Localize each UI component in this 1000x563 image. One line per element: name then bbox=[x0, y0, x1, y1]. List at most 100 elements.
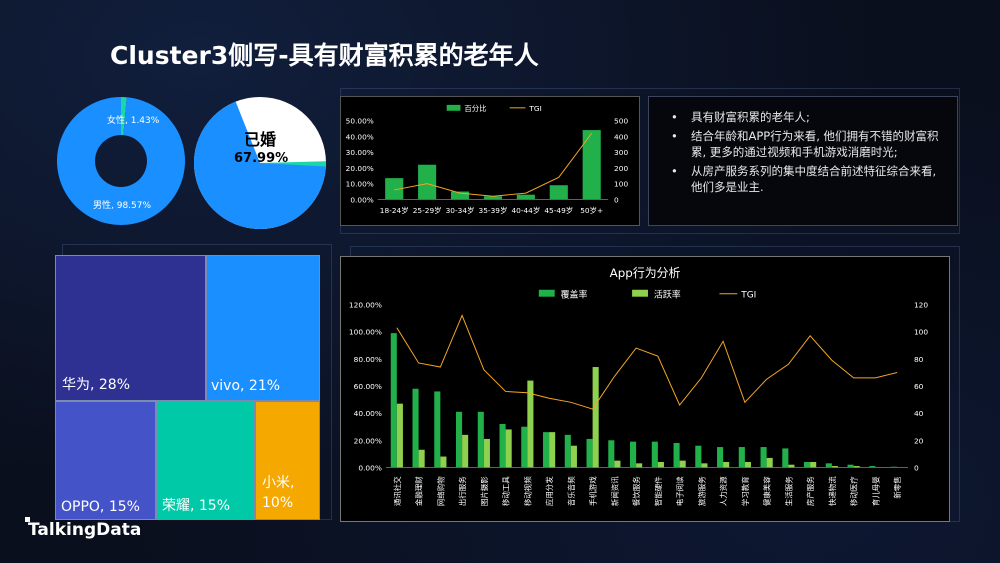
x-tick-label: 通讯社交 bbox=[392, 476, 402, 506]
x-tick-label: 45-49岁 bbox=[544, 206, 573, 215]
x-tick-label: 出行服务 bbox=[457, 476, 467, 506]
bar bbox=[657, 461, 664, 468]
treemap-cell-vivo: vivo, 21% bbox=[206, 255, 320, 401]
x-tick-label: 房产服务 bbox=[805, 476, 815, 506]
bar bbox=[477, 411, 484, 468]
x-tick-label: 手机游戏 bbox=[588, 476, 598, 506]
y-tick-label-left: 20.00% bbox=[354, 436, 382, 445]
x-tick-label: 电子阅读 bbox=[675, 476, 685, 506]
bullet-item: 从房产服务系列的集中度结合前述特征综合来看, 他们多是业主. bbox=[669, 163, 945, 195]
y-tick-label-right: 500 bbox=[614, 117, 628, 126]
x-tick-label: 人力资源 bbox=[718, 476, 728, 506]
x-tick-label: 快递物流 bbox=[827, 476, 837, 506]
y-tick-label-right: 20 bbox=[914, 436, 924, 445]
bar bbox=[723, 461, 730, 468]
bar bbox=[440, 456, 447, 468]
legend-swatch bbox=[446, 104, 461, 111]
y-tick-label-right: 100 bbox=[914, 328, 928, 337]
donut-slice bbox=[121, 97, 127, 136]
legend-swatch bbox=[632, 289, 648, 297]
donut-slice bbox=[57, 97, 185, 225]
x-tick-label: 金融理财 bbox=[414, 476, 424, 506]
bar bbox=[527, 380, 534, 468]
bar bbox=[570, 445, 577, 468]
bullet-item: 结合年龄和APP行为来看, 他们拥有不错的财富积累, 更多的通过视频和手机游戏消… bbox=[669, 128, 945, 160]
x-tick-label: 学习教育 bbox=[740, 476, 750, 506]
bar bbox=[549, 432, 556, 468]
bar bbox=[679, 460, 686, 468]
bar bbox=[614, 460, 621, 468]
bar bbox=[450, 191, 470, 200]
bar bbox=[782, 448, 789, 468]
bar bbox=[549, 185, 568, 200]
y-tick-label-right: 400 bbox=[614, 132, 628, 141]
y-tick-label-right: 100 bbox=[614, 180, 628, 189]
legend-label: 百分比 bbox=[464, 104, 486, 113]
bar bbox=[483, 196, 503, 200]
bar bbox=[608, 440, 615, 468]
y-tick-label-right: 80 bbox=[914, 355, 924, 364]
bar bbox=[582, 130, 601, 200]
tgi-line bbox=[394, 132, 593, 197]
bar bbox=[788, 464, 795, 468]
x-tick-label: 移动视频 bbox=[522, 476, 532, 506]
y-tick-label-left: 120.00% bbox=[349, 301, 382, 310]
summary-bullets: 具有财富积累的老年人; 结合年龄和APP行为来看, 他们拥有不错的财富积累, 更… bbox=[648, 96, 958, 226]
brand-treemap: 华为, 28% vivo, 21% OPPO, 15% 荣耀, 15% 小米, … bbox=[55, 255, 320, 520]
y-tick-label-left: 0.00% bbox=[358, 463, 382, 472]
y-tick-label-left: 40.00% bbox=[346, 132, 374, 141]
y-tick-label-right: 300 bbox=[614, 148, 628, 157]
y-tick-label-left: 50.00% bbox=[346, 117, 374, 126]
bar bbox=[695, 445, 702, 468]
age-bar-chart: 0.00% 0 10.00% 100 20.00% 200 30.00% 300 40.00% 4… bbox=[340, 96, 640, 226]
bar bbox=[891, 466, 898, 468]
bar bbox=[810, 461, 817, 468]
bar bbox=[701, 463, 708, 468]
bar bbox=[847, 464, 854, 468]
y-tick-label-right: 40 bbox=[914, 409, 924, 418]
legend-swatch bbox=[538, 289, 555, 297]
x-tick-label: 40-44岁 bbox=[511, 206, 540, 215]
bar bbox=[630, 441, 637, 468]
treemap-cell-huawei: 华为, 28% bbox=[55, 255, 206, 401]
bar bbox=[853, 466, 860, 468]
y-tick-label-left: 100.00% bbox=[349, 328, 382, 337]
x-tick-label: 移动工具 bbox=[501, 476, 511, 506]
bar bbox=[385, 178, 404, 200]
y-tick-label-left: 60.00% bbox=[354, 382, 382, 391]
x-tick-label: 图片摄影 bbox=[479, 476, 489, 506]
x-tick-label: 育儿母婴 bbox=[870, 476, 880, 506]
treemap-label: 荣耀, 15% bbox=[162, 498, 231, 514]
y-tick-label-right: 120 bbox=[914, 301, 928, 310]
bar bbox=[717, 447, 724, 468]
y-tick-label-right: 200 bbox=[614, 164, 628, 173]
bar bbox=[586, 438, 593, 468]
y-tick-label-right: 0 bbox=[914, 463, 919, 472]
logo-dot bbox=[25, 517, 30, 522]
pie-label: 已婚 bbox=[244, 130, 276, 149]
x-tick-label: 50岁+ bbox=[580, 206, 603, 215]
x-tick-label: 35-39岁 bbox=[479, 206, 508, 215]
legend-label: 覆盖率 bbox=[561, 289, 588, 301]
x-tick-label: 30-34岁 bbox=[446, 206, 475, 215]
bar bbox=[521, 426, 528, 468]
tgi-line bbox=[396, 314, 898, 410]
bar bbox=[831, 466, 838, 468]
y-tick-label-right: 60 bbox=[914, 382, 924, 391]
talkingdata-logo: TalkingData bbox=[28, 520, 142, 540]
bar bbox=[412, 388, 419, 468]
x-tick-label: 25-29岁 bbox=[413, 206, 442, 215]
bar bbox=[636, 463, 643, 468]
treemap-cell-xiaomi: 小米, 10% bbox=[255, 401, 320, 520]
bar bbox=[564, 434, 571, 468]
bar bbox=[418, 164, 437, 200]
bar bbox=[760, 447, 767, 468]
bar bbox=[516, 194, 535, 200]
bar bbox=[651, 441, 658, 468]
x-tick-label: 餐饮服务 bbox=[631, 476, 641, 506]
bar bbox=[396, 403, 403, 468]
bar bbox=[592, 367, 599, 468]
treemap-label: OPPO, 15% bbox=[61, 499, 140, 515]
bar bbox=[483, 438, 490, 468]
